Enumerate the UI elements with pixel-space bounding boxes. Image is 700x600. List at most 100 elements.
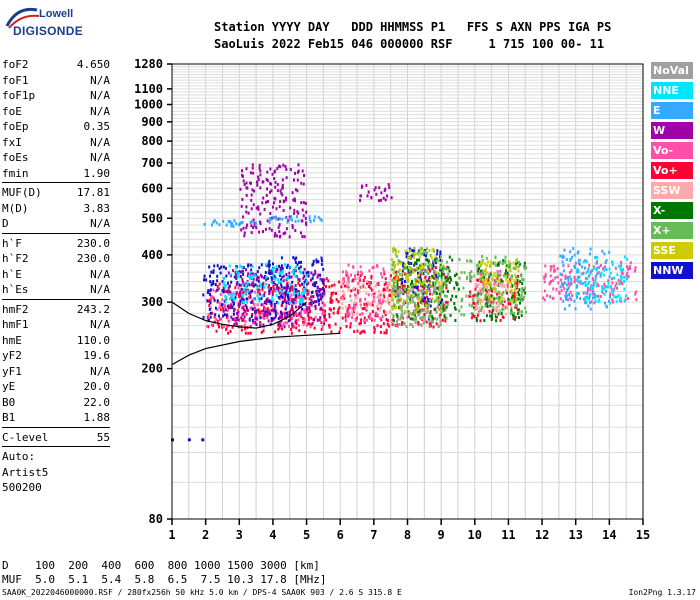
- echo-point: [576, 275, 579, 279]
- echo-point: [390, 196, 393, 200]
- muf-frequency-row: MUF 5.0 5.1 5.4 5.8 6.5 7.5 10.3 17.8 [M…: [2, 573, 327, 586]
- echo-point: [302, 298, 305, 301]
- echo-point: [430, 319, 433, 323]
- echo-point: [481, 271, 484, 275]
- echo-point: [328, 315, 331, 319]
- param-value: 55: [96, 430, 110, 444]
- echo-point: [513, 311, 516, 315]
- echo-point: [439, 258, 442, 262]
- echo-point: [407, 288, 410, 292]
- echo-point: [265, 302, 268, 305]
- echo-point: [274, 197, 277, 201]
- echo-point: [445, 305, 448, 309]
- echo-point: [234, 286, 237, 290]
- echo-point: [252, 171, 255, 175]
- echo-point: [479, 301, 482, 305]
- echo-point: [299, 294, 302, 298]
- echo-point: [284, 231, 287, 235]
- echo-point: [250, 193, 253, 197]
- echo-point: [511, 284, 514, 288]
- echo-point: [378, 296, 381, 300]
- echo-point: [370, 274, 373, 278]
- echo-point: [355, 294, 358, 298]
- echo-point: [348, 304, 351, 307]
- echo-point: [316, 293, 319, 297]
- echo-point: [284, 307, 287, 311]
- echo-point: [613, 295, 616, 299]
- echo-point: [549, 295, 551, 299]
- echo-point: [365, 183, 368, 187]
- echo-point: [514, 267, 517, 271]
- echo-point: [371, 293, 373, 297]
- echo-point: [504, 260, 507, 264]
- echo-point: [409, 267, 412, 271]
- echo-point: [299, 302, 302, 306]
- echo-point: [512, 261, 515, 265]
- echo-point: [231, 293, 234, 297]
- param-label: B0: [2, 395, 16, 409]
- echo-point: [400, 315, 403, 319]
- echo-point: [401, 281, 404, 285]
- echo-point: [353, 308, 356, 312]
- echo-point: [257, 178, 260, 181]
- echo-point: [604, 301, 606, 305]
- echo-point: [434, 298, 437, 302]
- echo-point: [343, 294, 346, 298]
- echo-point: [206, 299, 209, 303]
- echo-point: [486, 286, 489, 290]
- echo-point: [620, 263, 623, 267]
- echo-point: [455, 281, 458, 285]
- param-label: h`Es: [2, 283, 29, 296]
- echo-point: [501, 296, 504, 300]
- echo-point: [592, 277, 594, 281]
- echo-point: [241, 220, 244, 224]
- echo-point: [627, 267, 630, 271]
- echo-point: [570, 278, 573, 281]
- echo-point: [284, 291, 287, 295]
- echo-point: [264, 313, 267, 317]
- echo-point: [397, 259, 400, 263]
- echo-point: [241, 280, 244, 284]
- echo-point: [307, 281, 310, 285]
- echo-point: [416, 295, 419, 299]
- echo-point: [392, 284, 395, 288]
- echo-point: [305, 274, 308, 278]
- legend-item-noval: NoVal: [651, 62, 693, 79]
- echo-point: [255, 310, 258, 314]
- echo-point: [383, 295, 386, 299]
- echo-point: [272, 299, 275, 303]
- echo-point: [577, 270, 580, 273]
- echo-point: [481, 255, 484, 258]
- echo-point: [323, 322, 325, 326]
- echo-point: [553, 268, 556, 272]
- echo-point: [605, 268, 608, 271]
- echo-point: [509, 267, 512, 271]
- legend-panel: NoVal NNE E W Vo- Vo+ SSW X- X+ SSE NNW: [651, 62, 693, 282]
- echo-point: [241, 197, 244, 201]
- echo-point: [266, 187, 269, 191]
- echo-point: [266, 313, 269, 317]
- echo-point: [436, 249, 439, 253]
- echo-point: [567, 276, 569, 279]
- echo-point: [601, 285, 604, 289]
- echo-point: [280, 312, 283, 316]
- echo-point: [251, 163, 254, 167]
- echo-point: [587, 286, 589, 290]
- echo-point: [385, 286, 388, 290]
- echo-point: [360, 305, 363, 309]
- echo-point: [303, 319, 306, 323]
- echo-point: [301, 282, 304, 286]
- echo-point: [412, 287, 415, 291]
- echo-point: [385, 331, 388, 335]
- echo-point: [597, 294, 600, 298]
- echo-point: [296, 170, 299, 174]
- echo-point: [350, 310, 353, 314]
- station-header: Station YYYY DAY DDD HHMMSS P1 FFS S AXN…: [214, 19, 611, 53]
- echo-point: [282, 311, 285, 315]
- echo-point: [399, 278, 402, 282]
- echo-point: [295, 305, 297, 309]
- echo-point: [475, 264, 478, 268]
- echo-point: [401, 284, 404, 288]
- echo-point: [408, 262, 411, 265]
- echo-point: [284, 286, 287, 290]
